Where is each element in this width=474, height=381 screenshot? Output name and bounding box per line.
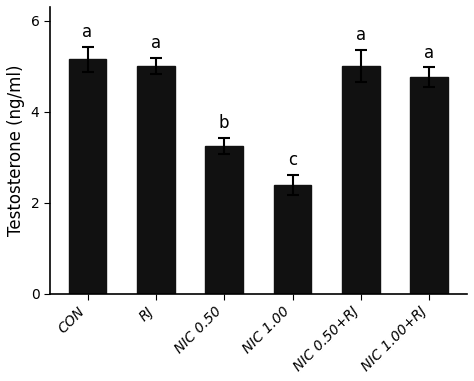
Bar — [69, 59, 106, 294]
Text: b: b — [219, 114, 229, 131]
Text: c: c — [288, 151, 297, 170]
Y-axis label: Testosterone (ng/ml): Testosterone (ng/ml) — [7, 64, 25, 236]
Text: a: a — [82, 22, 92, 41]
Bar — [137, 66, 175, 294]
Bar — [342, 66, 380, 294]
Text: a: a — [356, 26, 366, 44]
Text: a: a — [151, 34, 161, 52]
Text: a: a — [424, 43, 434, 62]
Bar — [205, 146, 243, 294]
Bar — [410, 77, 448, 294]
Bar — [274, 185, 311, 294]
